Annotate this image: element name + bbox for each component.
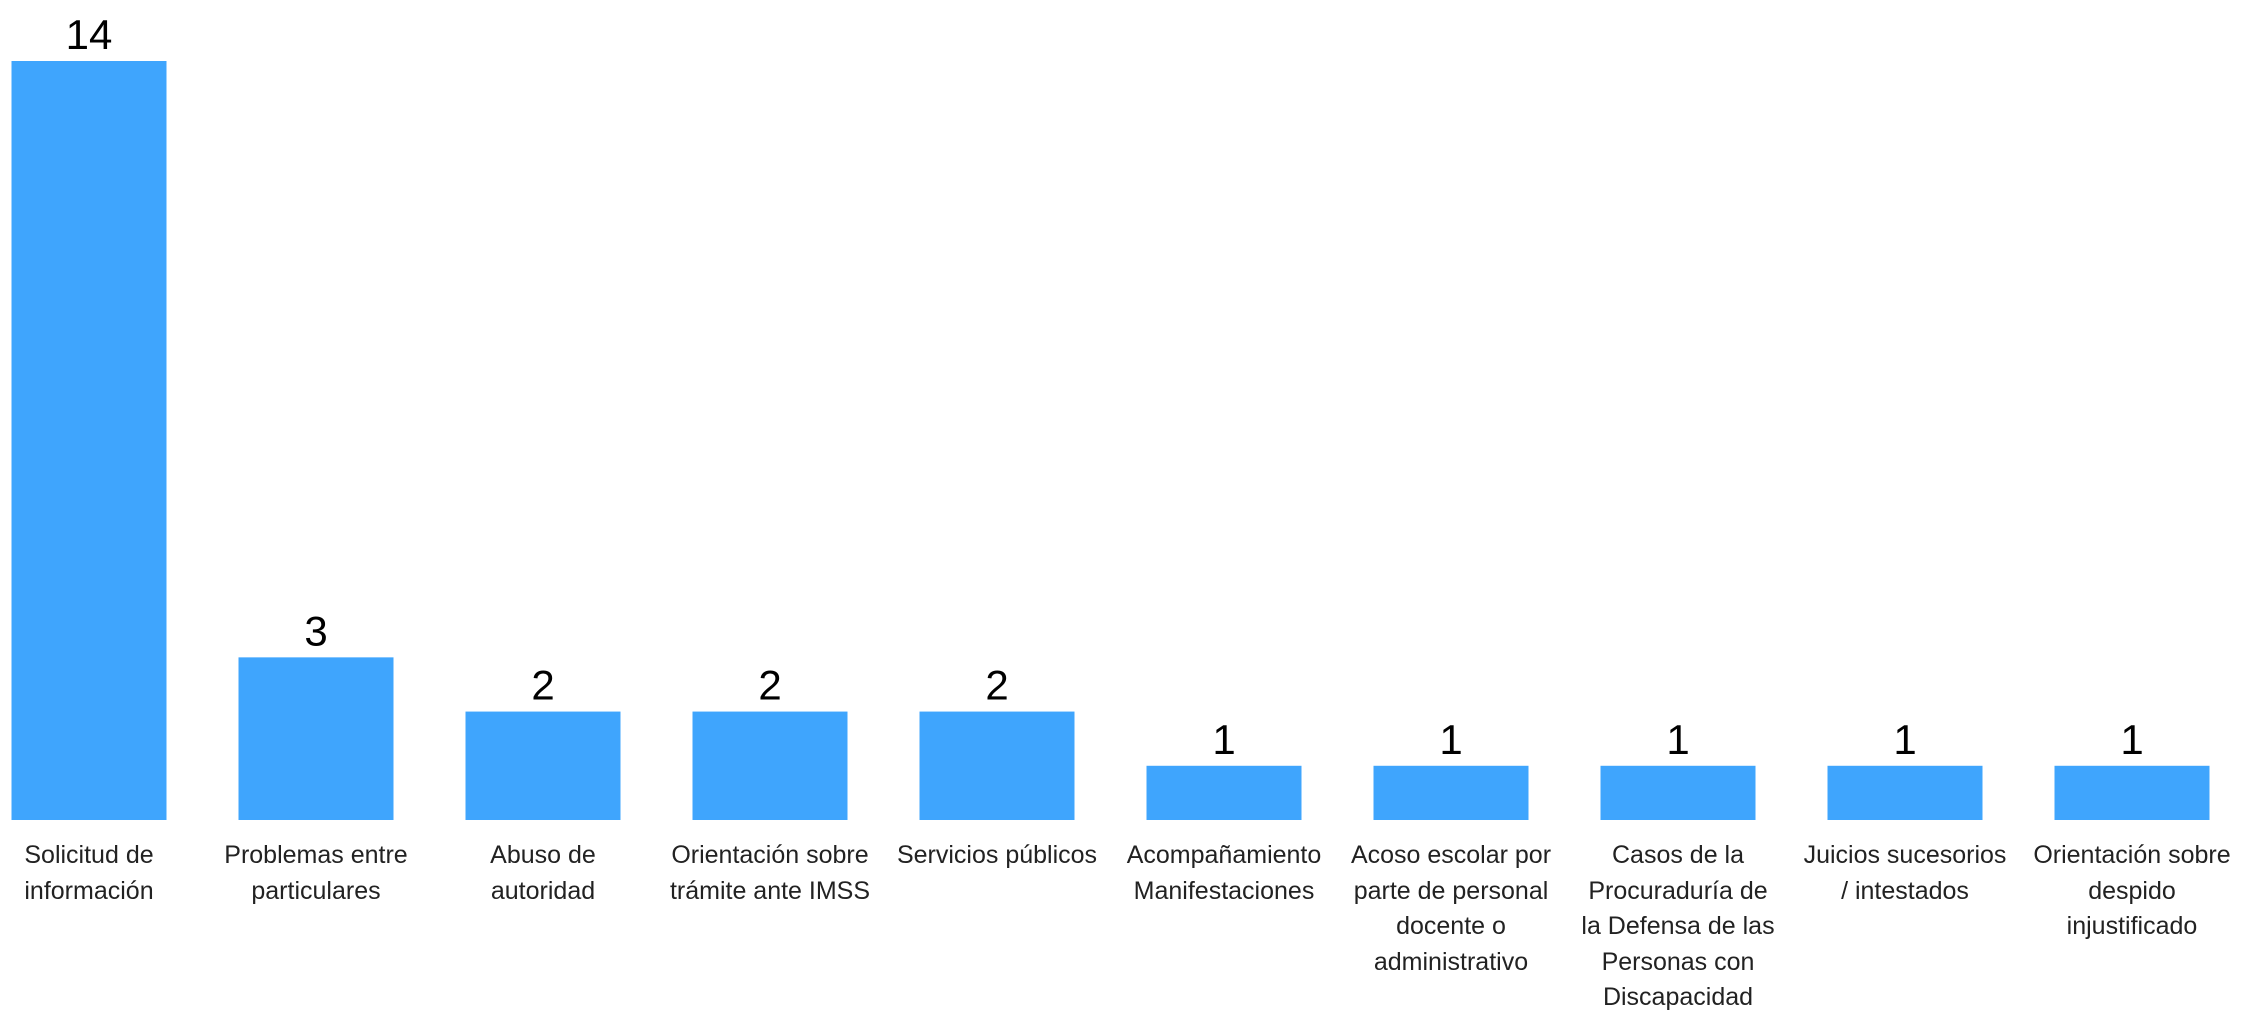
value-label: 1: [1212, 716, 1235, 763]
value-label: 1: [1439, 716, 1462, 763]
value-label: 1: [2120, 716, 2143, 763]
value-label: 2: [985, 662, 1008, 709]
x-tick-label: Servicios públicos: [896, 841, 1098, 869]
bar: [1146, 765, 1302, 820]
value-label: 2: [531, 662, 554, 709]
x-tick-label: Abuso de autoridad: [490, 841, 596, 905]
value-label: 1: [1893, 716, 1916, 763]
bar: [11, 61, 167, 820]
bar: [692, 711, 848, 820]
value-label: 1: [1666, 716, 1689, 763]
bar: [465, 711, 621, 820]
bar: [1600, 765, 1756, 820]
x-tick-label: Acompañamiento Manifestaciones: [1126, 841, 1322, 905]
bar: [238, 657, 394, 820]
x-tick-label: Problemas entre particulares: [224, 841, 408, 905]
x-tick-label: Juicios sucesorios / intestados: [1803, 841, 2007, 905]
x-tick-label: Casos de la Procuraduría de la Defensa d…: [1581, 841, 1775, 1011]
value-label: 14: [66, 11, 113, 58]
bar: [2054, 765, 2210, 820]
x-tick-label: Orientación sobre trámite ante IMSS: [669, 841, 871, 905]
x-tick-label: Acoso escolar por parte de personal doce…: [1350, 841, 1552, 976]
value-label: 3: [304, 607, 327, 654]
x-tick-label: Orientación sobre despido injustificado: [2033, 841, 2231, 940]
x-tick-label: Solicitud de información: [24, 841, 154, 905]
bar: [1827, 765, 1983, 820]
value-label: 2: [758, 662, 781, 709]
bar: [919, 711, 1075, 820]
bar: [1373, 765, 1529, 820]
